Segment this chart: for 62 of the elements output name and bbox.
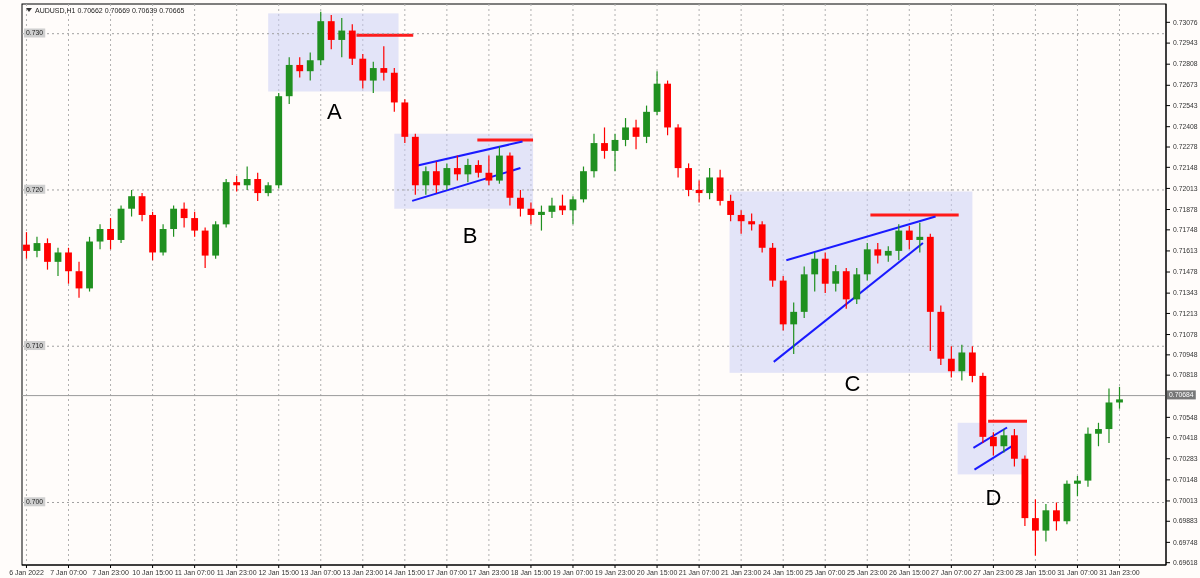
candlestick [96,223,104,250]
candlestick [443,162,451,191]
candlestick [306,51,314,82]
candlestick [538,204,545,232]
candlestick [1010,428,1018,468]
candlestick [23,231,30,260]
candlestick [485,154,493,186]
candlestick [685,162,692,197]
candlestick [296,56,304,79]
candlestick [338,17,346,58]
candlestick [359,53,367,89]
candlestick [1095,422,1102,447]
candlestick [128,189,135,218]
candlestick [790,301,798,355]
candlestick [916,222,924,254]
candlestick [968,345,976,383]
candlestick [601,126,608,160]
candlestick [369,61,377,94]
candlestick [716,169,724,207]
candlestick [453,154,461,182]
candlestick [432,161,440,194]
annotation: B [462,222,478,248]
candlestick [254,172,262,202]
annotation: C [844,371,861,397]
candlestick [1074,475,1081,497]
candlestick [832,264,840,293]
candlestick [695,179,703,204]
candlestick [947,345,955,379]
candlestick [1053,501,1060,532]
candlestick [632,119,640,150]
candlestick [65,247,72,285]
candlestick [622,117,629,147]
candlestick [1116,386,1123,410]
candlestick [758,220,766,254]
candlestick [958,344,966,382]
annotation: A [327,99,343,125]
candlestick [737,209,745,235]
candlestick [874,242,882,264]
annotation: D [985,485,1002,511]
candlestick [464,158,472,183]
candlestick [1042,503,1050,543]
candlestick [170,204,178,238]
candlestick [1000,428,1008,454]
candlestick [727,194,735,222]
candlestick [327,14,335,50]
candlestick [180,201,188,229]
candlestick [895,223,903,261]
candlestick [811,251,819,293]
candlestick [380,45,388,82]
candlestick [517,189,524,218]
candlestick [243,165,251,191]
candlestick [706,167,714,200]
candlestick [107,217,114,250]
candlestick [989,431,997,457]
candlestick [54,247,62,277]
candlestick [422,165,430,196]
candlestick [159,223,167,257]
candlestick [1032,498,1039,557]
candlestick [33,236,41,258]
candlestick [44,237,51,271]
candlestick [905,225,913,250]
candlestick [191,211,199,238]
